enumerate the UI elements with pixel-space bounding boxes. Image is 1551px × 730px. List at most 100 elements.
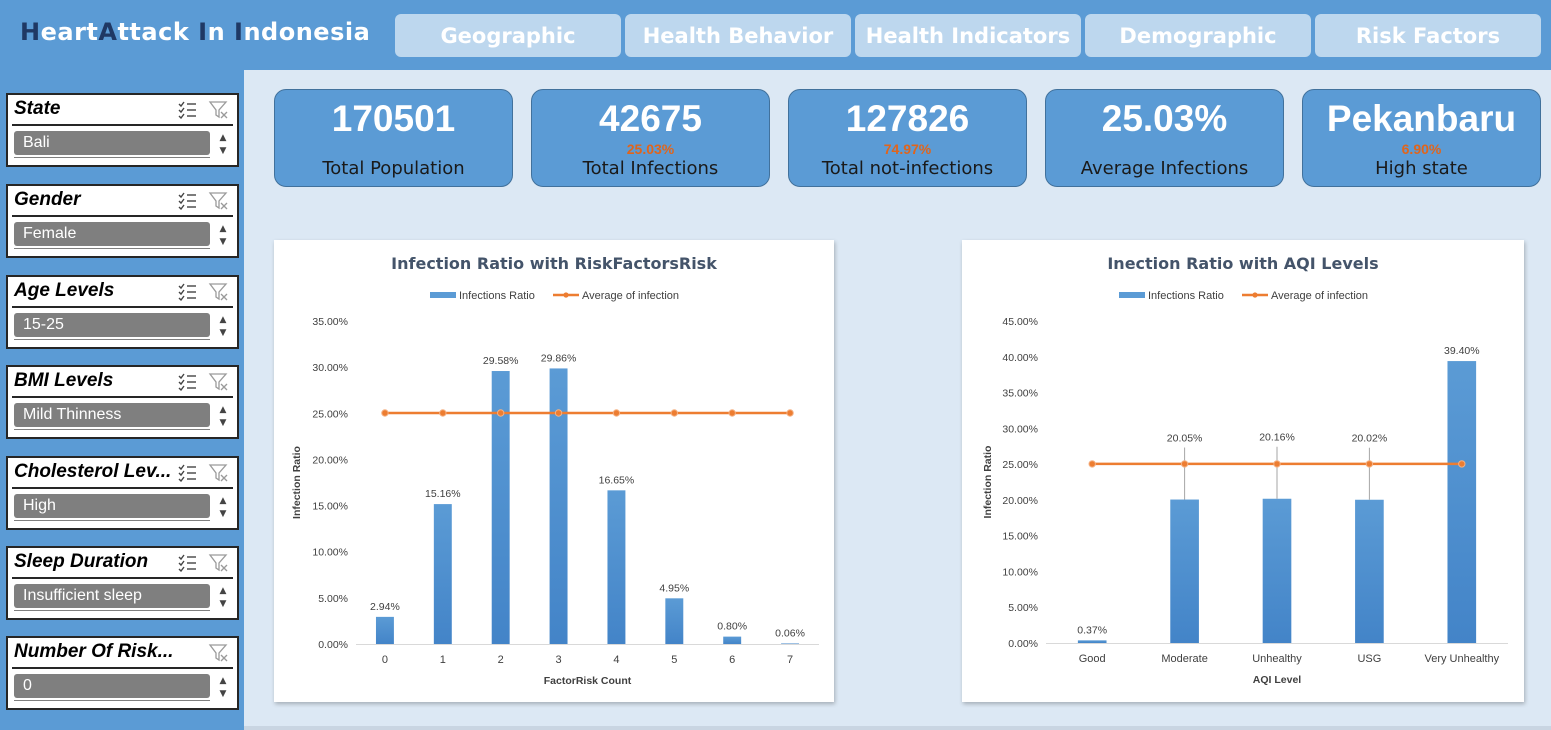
slicer-item-selected[interactable]: High: [14, 494, 210, 518]
chart-title: Inection Ratio with AQI Levels: [1107, 254, 1378, 273]
scroll-down-icon[interactable]: ▼: [219, 418, 227, 428]
slicer-item-selected[interactable]: 0: [14, 674, 210, 698]
clear-filter-icon[interactable]: [208, 282, 228, 302]
tab-geographic[interactable]: Geographic: [395, 14, 621, 57]
bar[interactable]: [1170, 499, 1199, 643]
slicer-3: BMI Levels Mild Thinness ▲ ▼: [6, 365, 239, 439]
slicer-divider: [14, 339, 210, 340]
bar[interactable]: [1077, 640, 1107, 643]
slicer-item-selected[interactable]: Female: [14, 222, 210, 246]
average-line-point[interactable]: [1088, 460, 1096, 468]
kpi-value: 25.03%: [1101, 98, 1228, 139]
multi-select-icon[interactable]: [178, 101, 198, 119]
scroll-up-icon[interactable]: ▲: [219, 224, 227, 234]
kpi-total-population: 170501 Total Population: [274, 89, 513, 187]
data-label: 0.06%: [775, 627, 805, 639]
bar[interactable]: [491, 371, 510, 644]
y-tick-label: 10.00%: [1002, 566, 1038, 578]
average-line-point[interactable]: [728, 409, 736, 417]
bar[interactable]: [723, 636, 742, 644]
kpi-label: Total not-infections: [821, 158, 994, 179]
slicer-item-selected[interactable]: Mild Thinness: [14, 403, 210, 427]
average-line-point[interactable]: [496, 409, 505, 417]
kpi-value: 42675: [599, 98, 702, 139]
bar[interactable]: [665, 598, 684, 644]
slicer-divider: [12, 306, 233, 308]
aqi-level-chart[interactable]: Inection Ratio with AQI Levels Infections…: [962, 240, 1524, 702]
scroll-up-icon[interactable]: ▲: [219, 133, 227, 143]
slicer-6: Number Of Risk... 0 ▲ ▼: [6, 636, 239, 710]
scroll-down-icon[interactable]: ▼: [219, 146, 227, 156]
scroll-down-icon[interactable]: ▼: [219, 599, 227, 609]
risk-factor-chart[interactable]: Infection Ratio with RiskFactorsRisk Infe…: [274, 240, 834, 702]
slicer-item-selected[interactable]: Insufficient sleep: [14, 584, 210, 608]
average-line-point[interactable]: [1365, 460, 1374, 468]
kpi-total-infections: 42675 25.03% Total Infections: [531, 89, 770, 187]
y-axis-title: Infection Ratio: [982, 446, 994, 519]
multi-select-icon[interactable]: [178, 373, 198, 391]
tab-risk-factors[interactable]: Risk Factors: [1315, 14, 1541, 57]
multi-select-icon[interactable]: [178, 192, 198, 210]
bar[interactable]: [607, 490, 626, 644]
average-line-point[interactable]: [554, 409, 563, 417]
average-line-point[interactable]: [439, 409, 447, 417]
average-line-point[interactable]: [1180, 460, 1189, 468]
scroll-up-icon[interactable]: ▲: [219, 676, 227, 686]
legend-label: Average of infection: [1271, 290, 1368, 302]
legend-marker: [563, 292, 569, 298]
tab-health-indicators[interactable]: Health Indicators: [855, 14, 1081, 57]
clear-filter-icon[interactable]: [208, 643, 228, 663]
legend-label: Infections Ratio: [1148, 290, 1224, 302]
scroll-up-icon[interactable]: ▲: [219, 586, 227, 596]
slicer-divider: [12, 577, 233, 579]
scroll-up-icon[interactable]: ▲: [219, 315, 227, 325]
average-line-point[interactable]: [1273, 460, 1281, 468]
data-label: 20.16%: [1259, 432, 1295, 444]
slicer-divider: [12, 215, 233, 217]
legend-label: Average of infection: [582, 290, 679, 302]
bar[interactable]: [1262, 498, 1292, 643]
multi-select-icon[interactable]: [178, 554, 198, 572]
bar[interactable]: [549, 368, 568, 644]
kpi-sub: 74.97%: [883, 141, 932, 157]
multi-select-icon[interactable]: [178, 464, 198, 482]
slicer-0: State Bali ▲ ▼: [6, 93, 239, 167]
bar[interactable]: [1355, 499, 1384, 643]
bar[interactable]: [375, 616, 394, 644]
slicer-divider: [14, 157, 210, 158]
average-line-point[interactable]: [612, 409, 621, 417]
tab-demographic[interactable]: Demographic: [1085, 14, 1311, 57]
clear-filter-icon[interactable]: [208, 100, 228, 120]
scroll-up-icon[interactable]: ▲: [219, 405, 227, 415]
bar[interactable]: [433, 504, 452, 644]
bar[interactable]: [1447, 361, 1477, 643]
average-line-point[interactable]: [786, 409, 794, 417]
scroll-down-icon[interactable]: ▼: [219, 689, 227, 699]
scroll-down-icon[interactable]: ▼: [219, 509, 227, 519]
slicer-divider: [14, 610, 210, 611]
average-line-point[interactable]: [1458, 460, 1466, 468]
clear-filter-icon[interactable]: [208, 553, 228, 573]
clear-filter-icon[interactable]: [208, 463, 228, 483]
data-label: 15.16%: [425, 488, 461, 500]
clear-filter-icon[interactable]: [208, 191, 228, 211]
scroll-down-icon[interactable]: ▼: [219, 237, 227, 247]
tab-health-behavior[interactable]: Health Behavior: [625, 14, 851, 57]
kpi-value: 170501: [331, 98, 456, 139]
multi-select-icon[interactable]: [178, 283, 198, 301]
y-tick-label: 30.00%: [1002, 423, 1038, 435]
x-tick-label: 6: [729, 654, 735, 666]
average-line-point[interactable]: [381, 409, 389, 417]
x-tick-label: 0: [382, 654, 388, 666]
data-label: 2.94%: [370, 601, 400, 613]
legend-marker: [1252, 292, 1258, 298]
slicer-item-selected[interactable]: Bali: [14, 131, 210, 155]
slicer-item-selected[interactable]: 15-25: [14, 313, 210, 337]
average-line-point[interactable]: [670, 409, 679, 417]
scroll-down-icon[interactable]: ▼: [219, 328, 227, 338]
scroll-up-icon[interactable]: ▲: [219, 496, 227, 506]
clear-filter-icon[interactable]: [208, 372, 228, 392]
slicer-5: Sleep Duration Insufficient sleep ▲ ▼: [6, 546, 239, 620]
kpi-sub: 25.03%: [626, 141, 675, 157]
bar[interactable]: [781, 643, 800, 644]
